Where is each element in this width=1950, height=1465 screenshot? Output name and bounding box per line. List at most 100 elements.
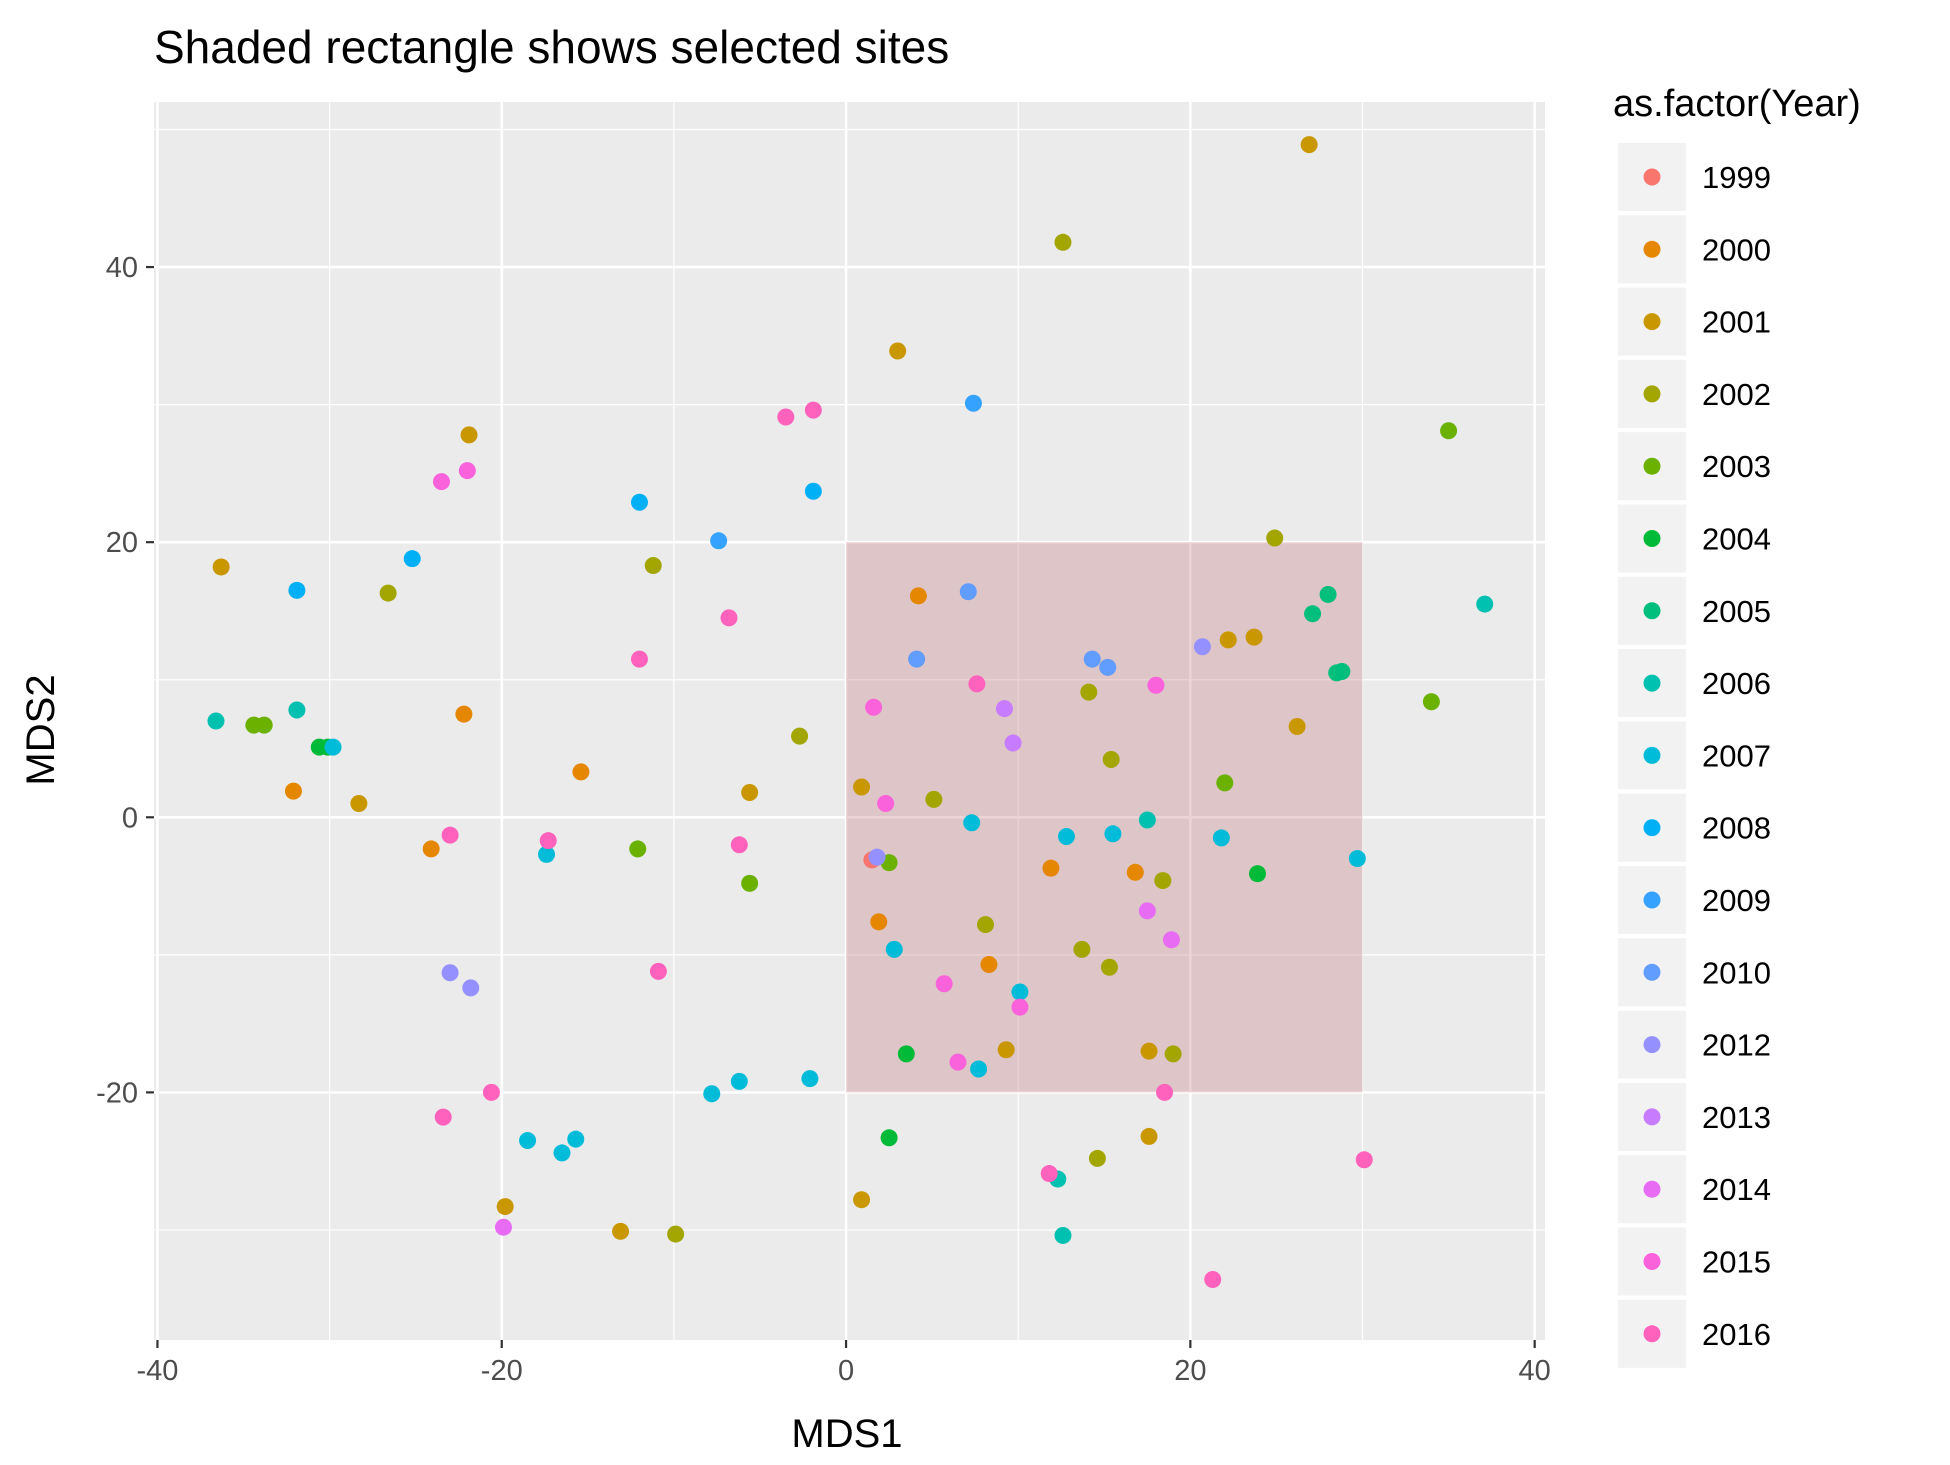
legend-item-2006: 2006: [1618, 649, 1771, 718]
data-point: [853, 778, 871, 796]
data-point: [1104, 825, 1122, 843]
data-point: [1054, 233, 1072, 251]
data-point: [897, 1045, 915, 1063]
data-point: [853, 1191, 871, 1209]
data-point: [1080, 683, 1098, 701]
legend-item-2005: 2005: [1618, 576, 1771, 645]
data-point: [959, 583, 977, 601]
legend-label: 2009: [1702, 883, 1771, 918]
data-point: [255, 716, 273, 734]
legend-marker: [1643, 819, 1661, 837]
legend-label: 2008: [1702, 811, 1771, 846]
data-point: [925, 790, 943, 808]
data-point: [1249, 865, 1267, 883]
data-point: [980, 955, 998, 973]
legend-item-2001: 2001: [1618, 287, 1771, 356]
legend-label: 2007: [1702, 738, 1771, 773]
data-point: [1162, 931, 1180, 949]
legend-item-2008: 2008: [1618, 793, 1771, 862]
series-2014: [494, 902, 1180, 1236]
legend-label: 1999: [1702, 160, 1771, 195]
legend-title: as.factor(Year): [1613, 83, 1861, 125]
data-point: [868, 848, 886, 866]
data-point: [324, 738, 342, 756]
data-point: [977, 916, 995, 934]
data-point: [441, 826, 459, 844]
series-2012: [441, 638, 1211, 997]
legend-label: 2014: [1702, 1172, 1771, 1207]
data-point: [710, 532, 728, 550]
data-point: [538, 845, 556, 863]
x-tick-label: -20: [481, 1355, 523, 1387]
legend-marker: [1643, 240, 1661, 258]
legend-label: 2015: [1702, 1245, 1771, 1280]
data-point: [649, 962, 667, 980]
data-point: [1319, 585, 1337, 603]
data-point: [462, 979, 480, 997]
data-point: [288, 581, 306, 599]
data-point: [350, 795, 368, 813]
plot-panel: [154, 102, 1545, 1340]
legend-marker: [1643, 385, 1661, 403]
series-2007: [324, 738, 1366, 1162]
y-tick-label: 20: [106, 527, 138, 559]
data-point: [730, 836, 748, 854]
data-point: [1099, 658, 1117, 676]
data-point: [519, 1132, 537, 1150]
data-point: [885, 940, 903, 958]
series-2005: [1304, 585, 1351, 682]
data-point: [644, 557, 662, 575]
legend-item-2014: 2014: [1618, 1155, 1771, 1224]
legend-label: 2013: [1702, 1100, 1771, 1135]
data-point: [288, 701, 306, 719]
legend-marker: [1643, 963, 1661, 981]
legend-marker: [1643, 168, 1661, 186]
data-point: [612, 1222, 630, 1240]
legend-item-2010: 2010: [1618, 938, 1771, 1007]
x-axis: -40 -20 0 20 40: [136, 1340, 1551, 1387]
data-point: [1054, 1226, 1072, 1244]
selected-sites-rectangle: [846, 542, 1363, 1093]
series-2003: [245, 422, 1458, 892]
data-point: [935, 975, 953, 993]
series-2010: [908, 583, 1117, 676]
legend-marker: [1643, 1108, 1661, 1126]
legend-marker: [1643, 746, 1661, 764]
data-point: [630, 650, 648, 668]
data-point: [629, 840, 647, 858]
data-point: [1011, 998, 1029, 1016]
data-point: [1300, 136, 1318, 154]
legend-item-2015: 2015: [1618, 1227, 1771, 1296]
x-axis-title: MDS1: [791, 1412, 902, 1456]
minor-gridlines: [154, 102, 1545, 1340]
series-2002: [379, 233, 1284, 1243]
data-point: [1355, 1151, 1373, 1169]
data-point: [909, 587, 927, 605]
legend-item-2003: 2003: [1618, 432, 1771, 501]
data-point: [284, 782, 302, 800]
data-point: [870, 913, 888, 931]
legend-item-1999: 1999: [1618, 143, 1771, 211]
legend-label: 2006: [1702, 666, 1771, 701]
legend-item-2004: 2004: [1618, 504, 1771, 573]
legend-marker: [1643, 1325, 1661, 1343]
data-point: [720, 609, 738, 627]
data-point: [1245, 628, 1263, 646]
data-point: [1333, 662, 1351, 680]
chart-title: Shaded rectangle shows selected sites: [154, 21, 949, 73]
legend-marker: [1643, 602, 1661, 620]
data-point: [1140, 1042, 1158, 1060]
legend-marker: [1643, 1036, 1661, 1054]
data-point: [207, 712, 225, 730]
data-point: [964, 394, 982, 412]
data-point: [379, 584, 397, 602]
data-point: [791, 727, 809, 745]
data-point: [865, 698, 883, 716]
data-point: [963, 814, 981, 832]
data-point: [403, 550, 421, 568]
data-point: [572, 763, 590, 781]
data-point: [804, 401, 822, 419]
data-point: [494, 1218, 512, 1236]
data-point: [567, 1130, 585, 1148]
series-2016: [434, 401, 1373, 1288]
